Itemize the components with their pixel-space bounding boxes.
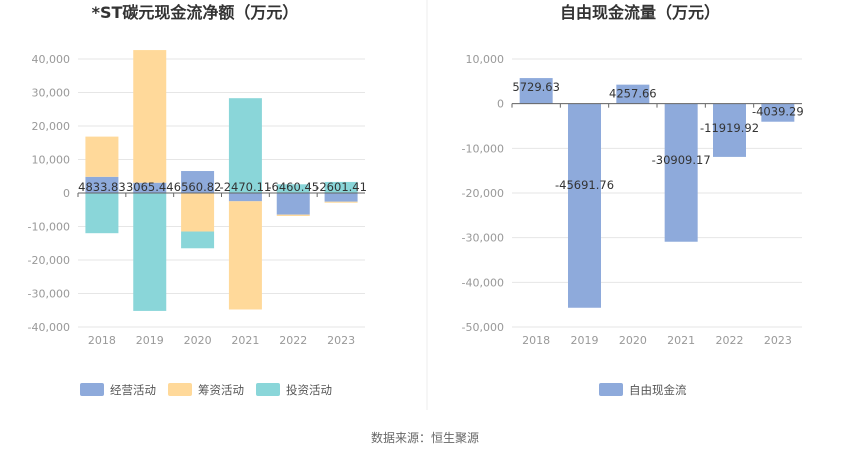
x-tick-label: 2020 xyxy=(619,334,647,347)
y-tick-label: -20,000 xyxy=(28,254,70,267)
chart-title-left: *ST碳元现金流净额（万元） xyxy=(92,3,299,22)
bar-经营活动-2021 xyxy=(228,193,262,202)
bar-自由现金流-2018 xyxy=(519,78,553,104)
data-label-2020: 6560.82 xyxy=(174,180,222,194)
bar-投资活动-2021 xyxy=(228,98,262,193)
data-label-2020: 4257.66 xyxy=(609,87,657,101)
legend-label: 筹资活动 xyxy=(198,383,244,397)
y-tick-label: 40,000 xyxy=(32,53,71,66)
y-tick-label: -40,000 xyxy=(28,321,70,334)
x-tick-label: 2019 xyxy=(571,334,599,347)
y-tick-label: 10,000 xyxy=(32,154,71,167)
bar-筹资活动-2023 xyxy=(324,201,358,203)
data-label-2021: -2470.11 xyxy=(220,180,272,194)
bar-经营活动-2019 xyxy=(133,182,167,193)
data-label-2022: -11919.92 xyxy=(700,121,759,135)
legend-swatch-自由现金流 xyxy=(599,383,623,396)
bar-筹资活动-2018 xyxy=(85,136,119,177)
y-tick-label: -20,000 xyxy=(462,187,504,200)
y-tick-label: 20,000 xyxy=(32,120,71,133)
data-label-2023: -2601.41 xyxy=(315,180,367,194)
right-chart-panel: 10,000 0 -10,000 -20,000 -30,000 -40,000 -50,0… xyxy=(462,53,804,397)
legend-label: 经营活动 xyxy=(110,383,156,397)
data-source-note: 数据来源：恒生聚源 xyxy=(371,430,479,445)
x-tick-label: 2023 xyxy=(764,334,792,347)
bar-投资活动-2023 xyxy=(324,181,358,193)
x-tick-label: 2021 xyxy=(667,334,695,347)
y-tick-label: -30,000 xyxy=(28,288,70,301)
x-tick-label: 2023 xyxy=(327,334,355,347)
left-chart-panel: 40,000 30,000 20,000 10,000 0 -10,000 -20,000 -… xyxy=(28,50,367,397)
y-tick-label: -50,000 xyxy=(462,321,504,334)
bar-经营活动-2022 xyxy=(276,193,310,215)
y-tick-label: -30,000 xyxy=(462,232,504,245)
data-label-2021: -30909.17 xyxy=(652,153,711,167)
data-label-2018: 5729.63 xyxy=(512,80,560,94)
bar-自由现金流-2021 xyxy=(664,103,698,242)
bar-筹资活动-2020 xyxy=(181,193,215,232)
bar-经营活动-2023 xyxy=(324,193,358,202)
bar-自由现金流-2019 xyxy=(568,103,601,308)
bar-投资活动-2020 xyxy=(181,231,215,249)
legend-label: 投资活动 xyxy=(286,383,332,397)
bar-投资活动-2018 xyxy=(85,193,119,234)
bar-筹资活动-2021 xyxy=(228,201,262,310)
data-label-2018: 4833.83 xyxy=(78,180,126,194)
y-tick-label: -10,000 xyxy=(462,142,504,155)
chart-title-right: 自由现金流量（万元） xyxy=(560,3,720,22)
x-tick-label: 2022 xyxy=(279,334,307,347)
legend-label: 自由现金流 xyxy=(629,383,687,397)
bar-投资活动-2019 xyxy=(133,193,167,311)
y-tick-label: -40,000 xyxy=(462,276,504,289)
data-label-2022: -6460.45 xyxy=(267,180,319,194)
data-label-2019: 3065.44 xyxy=(126,180,174,194)
bar-自由现金流-2022 xyxy=(713,103,746,157)
legend-swatch-经营活动 xyxy=(80,383,104,396)
bar-筹资活动-2022 xyxy=(276,214,310,216)
legend-swatch-投资活动 xyxy=(256,383,280,396)
data-label-2019: -45691.76 xyxy=(555,178,614,192)
y-tick-label: 30,000 xyxy=(32,87,71,100)
y-tick-label: 0 xyxy=(497,98,504,111)
bar-自由现金流-2023 xyxy=(761,103,795,122)
bar-经营活动-2018 xyxy=(85,176,119,193)
x-tick-label: 2020 xyxy=(184,334,212,347)
x-tick-label: 2021 xyxy=(231,334,259,347)
x-tick-label: 2018 xyxy=(88,334,116,347)
x-tick-label: 2018 xyxy=(522,334,550,347)
y-tick-label: -10,000 xyxy=(28,221,70,234)
bar-经营活动-2020 xyxy=(181,171,215,193)
bar-投资活动-2022 xyxy=(276,184,310,193)
y-tick-label: 0 xyxy=(63,187,70,200)
bar-自由现金流-2020 xyxy=(616,84,650,104)
bar-筹资活动-2019 xyxy=(133,50,167,183)
y-tick-label: 10,000 xyxy=(466,53,505,66)
x-tick-label: 2022 xyxy=(716,334,744,347)
legend-swatch-筹资活动 xyxy=(168,383,192,396)
data-label-2023: -4039.29 xyxy=(752,105,804,119)
x-tick-label: 2019 xyxy=(136,334,164,347)
